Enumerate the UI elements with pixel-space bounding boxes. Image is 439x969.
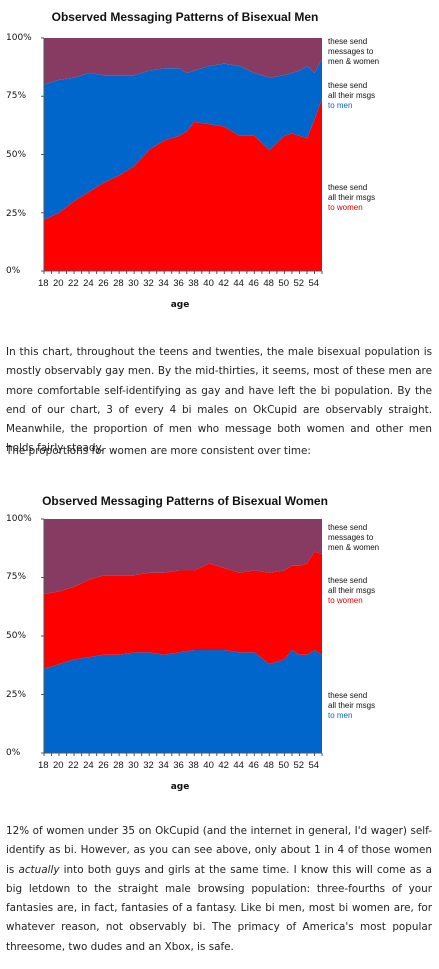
x-tick-label: 34: [158, 278, 169, 289]
legend-both: these send messages to men & women: [328, 37, 432, 67]
legend-line: these send: [328, 691, 368, 700]
x-tick-label: 50: [278, 760, 289, 771]
area-series: [44, 551, 322, 669]
text-emphasis: actually: [18, 863, 60, 876]
x-tick-label: 52: [293, 760, 305, 771]
y-tick-label: 0%: [6, 266, 21, 276]
legend-line: men & women: [328, 57, 380, 66]
area-series: [44, 650, 322, 753]
legend-line: to men: [328, 711, 353, 720]
x-tick-label: 36: [173, 278, 184, 289]
legend-line: these send: [328, 81, 368, 90]
y-tick-label: 25%: [6, 690, 27, 700]
x-tick-label: 44: [233, 278, 244, 289]
text-run: into both guys and girls at the same tim…: [6, 863, 432, 953]
y-tick-label: 75%: [6, 572, 27, 582]
x-tick-label: 40: [203, 278, 214, 289]
x-tick-label: 42: [218, 760, 229, 771]
area-series: [44, 38, 322, 85]
legend-women: these send all their msgs to women: [328, 183, 432, 213]
y-tick-label: 50%: [6, 631, 27, 641]
x-tick-label: 32: [143, 278, 154, 289]
x-tick-label: 44: [233, 760, 244, 771]
text-run: 12% of women under 35 on OkCupid (and th…: [6, 825, 432, 876]
x-tick-label: 30: [128, 278, 139, 289]
x-tick-label: 34: [158, 760, 169, 771]
x-tick-label: 18: [38, 760, 49, 771]
chart-plot-men: [41, 37, 323, 274]
legend-line: all their msgs: [328, 193, 376, 202]
legend-line: messages to: [328, 533, 374, 542]
chart-women: Observed Messaging Patterns of Bisexual …: [0, 486, 439, 802]
x-axis-label: age: [170, 782, 190, 792]
chart-men: Observed Messaging Patterns of Bisexual …: [0, 0, 439, 318]
legend-line: these send: [328, 183, 368, 192]
legend-both: these send messages to men & women: [328, 523, 432, 553]
x-tick-label: 22: [68, 760, 79, 771]
x-tick-label: 38: [188, 278, 199, 289]
legend-women: these send all their msgs to women: [328, 576, 432, 606]
x-tick-label: 38: [188, 760, 199, 771]
x-tick-label: 20: [53, 760, 64, 771]
x-tick-label: 40: [203, 760, 214, 771]
y-tick-label: 0%: [6, 748, 21, 758]
area-series: [44, 59, 322, 220]
chart-plot-women: [41, 518, 323, 756]
x-tick-label: 42: [218, 278, 229, 289]
x-tick-label: 28: [113, 278, 124, 289]
legend-line: messages to: [328, 47, 374, 56]
y-tick-label: 100%: [6, 33, 32, 43]
legend-men: these send all their msgs to men: [328, 691, 432, 721]
x-tick-label: 48: [263, 278, 274, 289]
x-tick-label: 26: [98, 760, 109, 771]
x-tick-label: 26: [98, 278, 109, 289]
y-tick-label: 25%: [6, 209, 27, 219]
chart-title: Observed Messaging Patterns of Bisexual …: [51, 10, 319, 24]
y-tick-label: 50%: [6, 150, 27, 160]
x-tick-label: 22: [68, 278, 79, 289]
legend-line: to women: [328, 596, 363, 605]
x-tick-label: 28: [113, 760, 124, 771]
legend-line: these send: [328, 576, 368, 585]
legend-line: all their msgs: [328, 586, 376, 595]
x-tick-label: 24: [83, 760, 94, 771]
legend-men: these send all their msgs to men: [328, 81, 432, 111]
y-tick-label: 100%: [6, 514, 32, 524]
x-tick-label: 48: [263, 760, 274, 771]
x-tick-label: 24: [83, 278, 94, 289]
paragraph-men: In this chart, throughout the teens and …: [6, 346, 432, 455]
area-series: [44, 98, 322, 271]
x-tick-label: 46: [248, 278, 259, 289]
x-tick-label: 50: [278, 278, 289, 289]
legend-line: these send: [328, 37, 368, 46]
x-tick-label: 30: [128, 760, 139, 771]
x-axis-label: age: [170, 300, 190, 310]
x-tick-label: 54: [308, 278, 320, 289]
legend-line: all their msgs: [328, 91, 376, 100]
x-tick-label: 54: [308, 760, 320, 771]
legend-line: men & women: [328, 543, 380, 552]
paragraph-women: 12% of women under 35 on OkCupid (and th…: [6, 822, 432, 957]
legend-line: to women: [328, 203, 363, 212]
x-tick-label: 52: [293, 278, 305, 289]
x-tick-label: 46: [248, 760, 259, 771]
x-tick-label: 32: [143, 760, 154, 771]
x-tick-label: 18: [38, 278, 49, 289]
x-tick-label: 36: [173, 760, 184, 771]
legend-line: all their msgs: [328, 701, 376, 710]
y-tick-label: 75%: [6, 91, 27, 101]
paragraph-women-intro: The proportions for women are more consi…: [6, 445, 311, 457]
area-series: [44, 519, 322, 594]
x-tick-label: 20: [53, 278, 64, 289]
legend-line: these send: [328, 523, 368, 532]
chart-title: Observed Messaging Patterns of Bisexual …: [42, 494, 328, 508]
legend-line: to men: [328, 101, 353, 110]
